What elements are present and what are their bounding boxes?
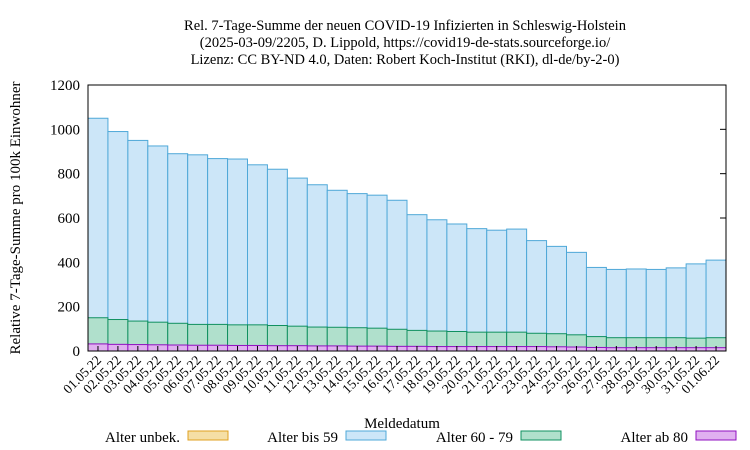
bar	[306, 184, 328, 352]
chart-title: Lizenz: CC BY-ND 4.0, Daten: Robert Koch…	[191, 52, 620, 68]
legend-label: Alter 60 - 79	[436, 430, 513, 446]
legend-label: Alter ab 80	[621, 430, 688, 446]
y-tick-label: 1000	[50, 122, 80, 138]
x-axis-label: Meldedatum	[364, 416, 440, 432]
bar	[147, 145, 169, 352]
bar	[207, 158, 229, 352]
legend-swatch	[695, 430, 737, 441]
y-tick-label: 200	[58, 300, 81, 316]
bar	[247, 164, 268, 352]
legend-label: Alter unbek.	[105, 430, 180, 446]
bar	[107, 131, 129, 352]
bar	[386, 199, 408, 352]
bar	[127, 139, 149, 352]
bar	[266, 168, 288, 352]
y-tick-label: 800	[58, 167, 81, 183]
plot-frame	[87, 84, 727, 352]
y-tick-label: 400	[58, 255, 81, 271]
bar	[227, 158, 248, 352]
bar	[366, 194, 388, 352]
bar	[187, 154, 209, 352]
y-tick-label: 1200	[50, 78, 80, 94]
bar	[167, 153, 189, 352]
legend-swatch	[520, 430, 562, 441]
bar	[286, 177, 308, 352]
legend-swatch	[345, 430, 387, 441]
chart-title: (2025-03-09/2205, D. Lippold, https://co…	[200, 35, 611, 51]
legend-label: Alter bis 59	[267, 430, 338, 446]
y-tick-label: 0	[73, 344, 81, 360]
y-axis-label: Relative 7-Tage-Summe pro 100k Einwohner	[8, 81, 24, 354]
legend-swatch	[187, 430, 229, 441]
bar	[87, 117, 109, 352]
chart-title: Rel. 7-Tage-Summe der neuen COVID-19 Inf…	[184, 18, 627, 34]
y-tick-label: 600	[58, 211, 81, 227]
